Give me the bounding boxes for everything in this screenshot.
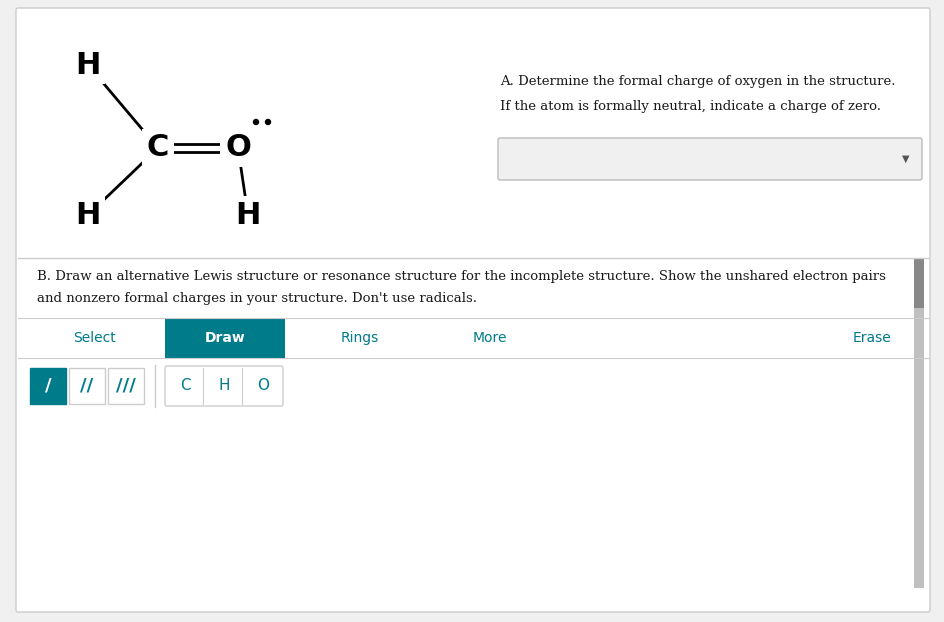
Text: //: // <box>80 377 93 395</box>
FancyBboxPatch shape <box>69 368 105 404</box>
FancyBboxPatch shape <box>16 8 929 612</box>
Circle shape <box>265 119 270 124</box>
Circle shape <box>253 119 259 124</box>
Text: O: O <box>225 134 251 162</box>
Text: O: O <box>257 379 269 394</box>
Text: H: H <box>235 200 261 230</box>
Text: ///: /// <box>116 377 136 395</box>
Text: /: / <box>44 377 51 395</box>
FancyBboxPatch shape <box>497 138 921 180</box>
Text: If the atom is formally neutral, indicate a charge of zero.: If the atom is formally neutral, indicat… <box>499 100 880 113</box>
Text: Draw: Draw <box>205 331 245 345</box>
FancyBboxPatch shape <box>30 368 66 404</box>
Text: Erase: Erase <box>851 331 890 345</box>
FancyBboxPatch shape <box>108 368 143 404</box>
Text: Select: Select <box>74 331 116 345</box>
Text: and nonzero formal charges in your structure. Don't use radicals.: and nonzero formal charges in your struc… <box>37 292 477 305</box>
Text: H: H <box>218 379 229 394</box>
FancyBboxPatch shape <box>165 318 285 358</box>
FancyBboxPatch shape <box>165 366 282 406</box>
Text: H: H <box>76 50 101 80</box>
Text: More: More <box>472 331 507 345</box>
Text: C: C <box>179 379 190 394</box>
FancyBboxPatch shape <box>913 258 923 308</box>
Text: H: H <box>76 200 101 230</box>
Text: Rings: Rings <box>341 331 379 345</box>
FancyBboxPatch shape <box>913 258 923 588</box>
Text: C: C <box>146 134 169 162</box>
Text: ▼: ▼ <box>902 154 909 164</box>
Text: B. Draw an alternative Lewis structure or resonance structure for the incomplete: B. Draw an alternative Lewis structure o… <box>37 270 885 283</box>
Text: A. Determine the formal charge of oxygen in the structure.: A. Determine the formal charge of oxygen… <box>499 75 895 88</box>
